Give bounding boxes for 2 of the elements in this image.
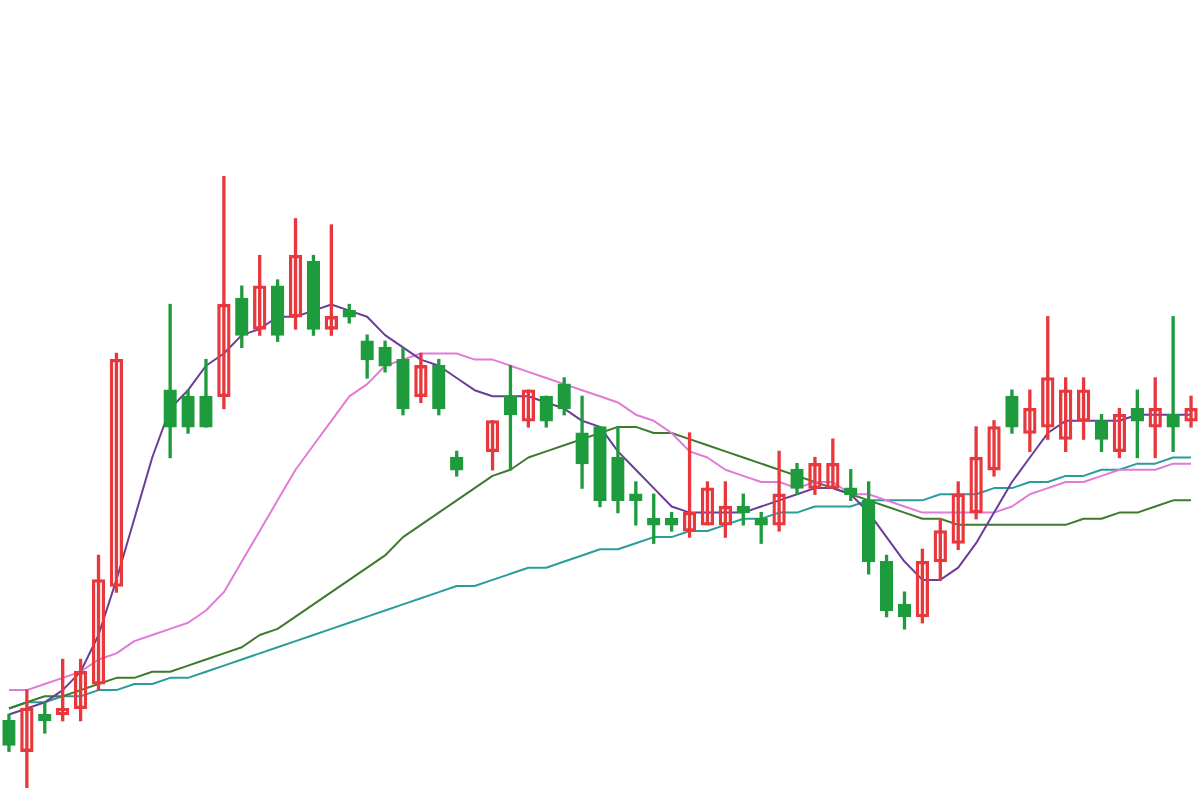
candlestick [163, 303, 177, 459]
candlestick [1166, 316, 1180, 453]
